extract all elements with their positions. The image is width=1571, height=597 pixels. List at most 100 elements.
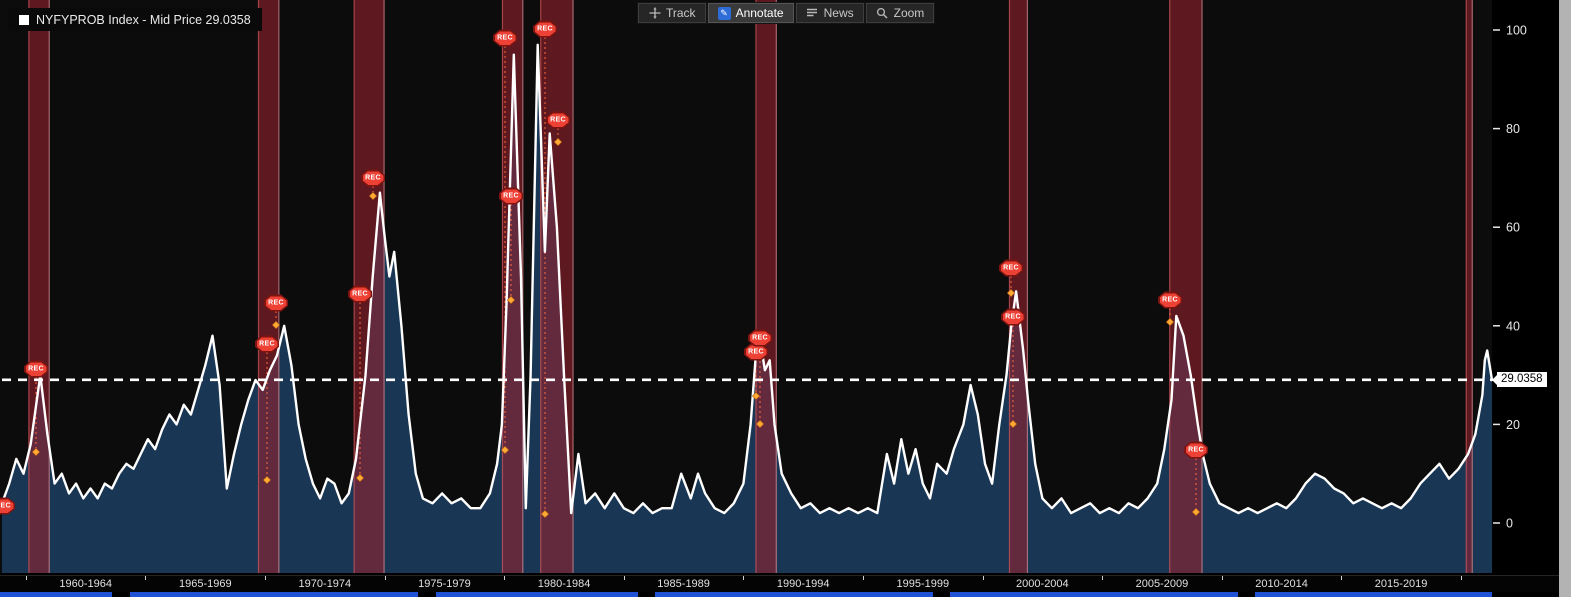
x-axis-tick (982, 576, 984, 580)
series-line[interactable] (0, 43, 1494, 515)
rec-marker-badge[interactable]: REC (1184, 441, 1208, 459)
x-axis-label: 1990-1994 (776, 578, 830, 590)
recession-band (755, 0, 777, 573)
panel-strip-segment (1255, 592, 1492, 597)
x-axis[interactable]: 1960-1964 1965-1969 1970-1974 1975-1979 1980… (0, 575, 1559, 593)
x-axis-label: 2015-2019 (1374, 578, 1428, 590)
x-axis-tick (623, 576, 625, 580)
recession-band (1465, 0, 1473, 573)
rec-marker-label: REC (349, 287, 371, 301)
rec-marker-label: REC (494, 31, 516, 45)
rec-marker-label: REC (1185, 443, 1207, 457)
rec-marker-badge[interactable]: REC (24, 360, 48, 378)
rec-marker-label: REC (749, 331, 771, 345)
recession-band-edge (522, 0, 524, 573)
annotation-point-dot (506, 295, 516, 305)
rec-marker-badge[interactable]: REC (0, 497, 15, 515)
x-axis-tick (25, 576, 27, 580)
y-axis-tick-label: 40 (1506, 319, 1520, 333)
bottom-panel-strip (0, 592, 1559, 597)
recession-band (28, 0, 50, 573)
panel-strip-segment (130, 592, 418, 597)
annotation-point-dot (262, 475, 272, 485)
series-label: NYFYPROB Index - Mid Price 29.0358 (36, 12, 251, 27)
rec-marker-badge[interactable]: REC (264, 294, 288, 312)
pencil-icon: ✎ (717, 6, 731, 20)
recession-band-edge (383, 0, 385, 573)
y-axis-tick-label: 80 (1506, 122, 1520, 136)
rec-marker-badge[interactable]: REC (493, 29, 517, 47)
zoom-button-label: Zoom (893, 6, 925, 20)
rec-marker-badge[interactable]: REC (744, 343, 768, 361)
x-axis-tick (145, 576, 147, 580)
annotation-point-dot (755, 419, 765, 429)
x-axis-label: 1985-1989 (657, 578, 710, 590)
annotate-button-label: Annotate (735, 6, 784, 20)
recession-band (1008, 0, 1029, 573)
recession-band-edge (755, 0, 757, 573)
rec-marker-badge[interactable]: REC (546, 111, 570, 129)
rec-marker-badge[interactable]: REC (533, 20, 557, 38)
news-button-label: News (823, 6, 854, 20)
chart-toolbar: Track ✎ Annotate News Zoom (637, 2, 936, 24)
panel-strip-segment (436, 592, 638, 597)
rec-marker-badge[interactable]: REC (361, 169, 385, 187)
x-axis-label: 2005-2009 (1135, 578, 1189, 590)
rec-marker-badge[interactable]: REC (1001, 308, 1025, 326)
news-button[interactable]: News (795, 3, 864, 23)
recession-band-edge (1026, 0, 1029, 573)
x-axis-tick (384, 576, 386, 580)
annotation-point-dot (500, 445, 510, 455)
recession-band-edge (48, 0, 50, 573)
x-axis-label: 1965-1969 (178, 578, 232, 590)
rec-marker-label: REC (745, 345, 767, 359)
x-axis-tick (265, 576, 267, 580)
x-axis-label: 2010-2014 (1255, 578, 1308, 590)
annotation-point-dot (1165, 317, 1175, 327)
rec-marker-label: REC (0, 499, 14, 513)
rec-marker-label: REC (1000, 261, 1022, 275)
recession-band (1169, 0, 1203, 573)
rec-marker-label: REC (534, 22, 556, 36)
recession-band-edge (257, 0, 260, 573)
rec-marker-badge[interactable]: REC (748, 329, 772, 347)
price-chart[interactable]: 100 80 60 40 20 0 (0, 0, 1571, 575)
recession-band-edge (1169, 0, 1171, 573)
x-axis-tick (862, 576, 864, 580)
series-color-swatch (19, 14, 29, 25)
magnifier-icon (876, 7, 889, 20)
rec-marker-badge[interactable]: REC (999, 259, 1023, 277)
rec-marker-label: REC (265, 296, 287, 310)
rec-marker-label: REC (1159, 293, 1181, 307)
window-right-edge[interactable] (1559, 0, 1571, 597)
annotation-point-dot (1191, 507, 1201, 517)
x-axis-tick (1460, 576, 1462, 580)
annotate-button[interactable]: ✎ Annotate (707, 3, 794, 23)
panel-strip-segment (0, 592, 112, 597)
recession-band-edge (501, 0, 504, 573)
x-axis-label: 2000-2004 (1016, 578, 1069, 590)
annotation-point-dot (751, 391, 761, 401)
zoom-button[interactable]: Zoom (865, 3, 935, 23)
annotation-point-dot (355, 473, 365, 483)
rec-marker-badge[interactable]: REC (1158, 291, 1182, 309)
rec-marker-label: REC (256, 337, 278, 351)
rec-marker-label: REC (25, 362, 47, 376)
x-axis-tick (1221, 576, 1223, 580)
recession-band (540, 0, 574, 573)
y-axis-tick-label: 0 (1506, 517, 1513, 531)
rec-marker-badge[interactable]: REC (348, 285, 372, 303)
x-axis-tick (504, 576, 506, 580)
rec-marker-label: REC (1002, 310, 1024, 324)
crosshair-icon (648, 7, 661, 20)
y-axis-tick-label: 100 (1506, 24, 1527, 38)
track-button[interactable]: Track (638, 3, 706, 23)
x-axis-label: 1975-1979 (418, 578, 471, 590)
chart-legend[interactable]: NYFYPROB Index - Mid Price 29.0358 (8, 8, 262, 31)
rec-marker-badge[interactable]: REC (499, 187, 523, 205)
annotation-point-dot (368, 191, 378, 201)
rec-marker-label: REC (500, 189, 522, 203)
rec-marker-badge[interactable]: REC (255, 335, 279, 353)
